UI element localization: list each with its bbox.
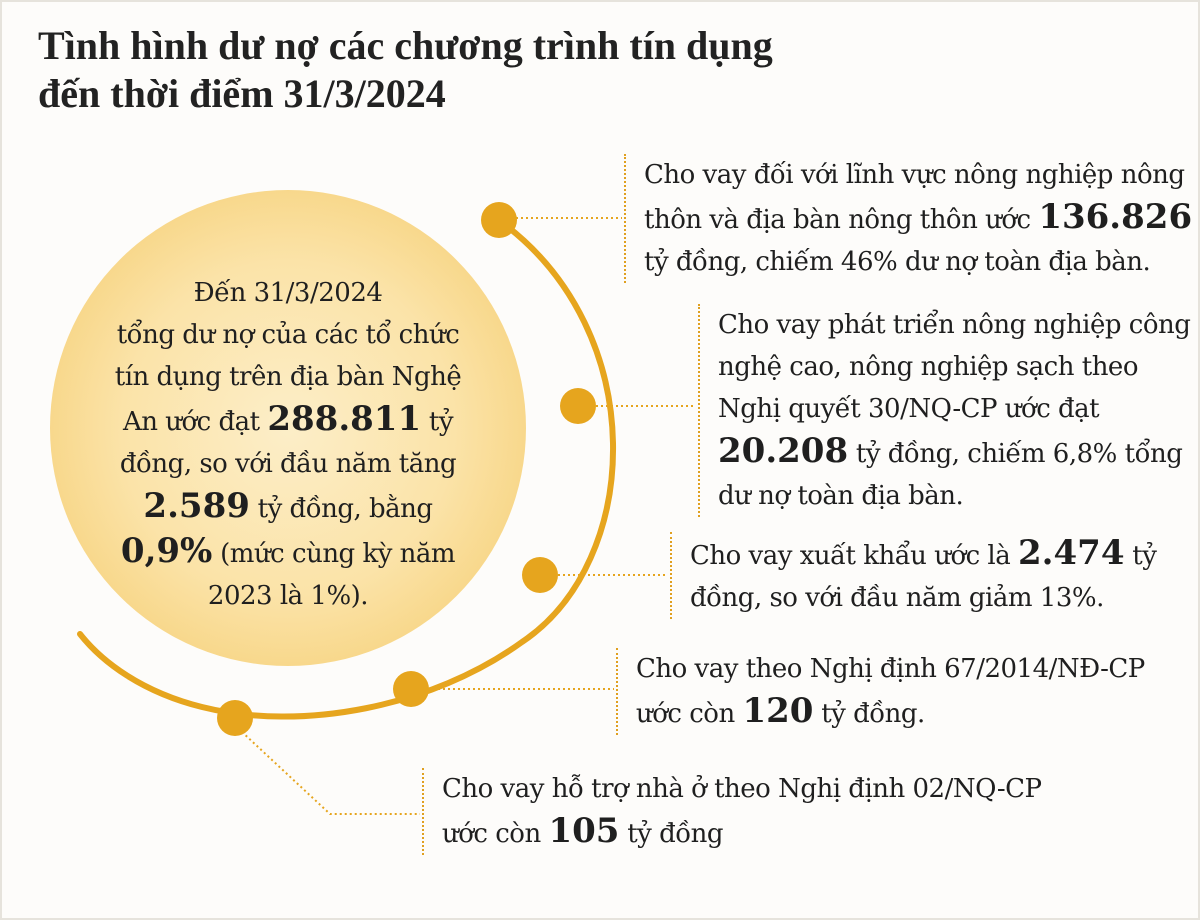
callout-3-line-2: đồng, so với đầu năm giảm 13%. xyxy=(690,583,1104,613)
callout-3-value: 2.474 xyxy=(1018,533,1125,573)
callout-export: Cho vay xuất khẩu ước là 2.474 tỷ đồng, … xyxy=(670,532,1200,619)
summary-line-2: tổng dư nợ của các tổ chức xyxy=(116,320,460,350)
summary-line-6: 2.589 tỷ đồng, bằng xyxy=(98,485,478,530)
summary-line-5: đồng, so với đầu năm tăng xyxy=(119,449,457,479)
summary-line-6-post: tỷ đồng, bằng xyxy=(249,494,433,524)
connector-line-5 xyxy=(241,731,420,815)
callout-housing-support: Cho vay hỗ trợ nhà ở theo Nghị định 02/N… xyxy=(422,768,1142,855)
summary-increase-value: 2.589 xyxy=(143,486,250,526)
timeline-arc xyxy=(77,218,616,720)
title-line-2: đến thời điểm 31/3/2024 xyxy=(38,71,446,116)
callout-1-line-1: Cho vay đối với lĩnh vực nông nghiệp nôn… xyxy=(644,160,1185,190)
callout-4-line-2: ước còn 120 tỷ đồng. xyxy=(636,690,1200,735)
timeline-dot-2 xyxy=(560,388,596,424)
callout-decree-67: Cho vay theo Nghị định 67/2014/NĐ-CP ước… xyxy=(616,648,1200,735)
summary-line-7-post: (mức cùng kỳ năm xyxy=(212,539,456,569)
callout-4-line-2-pre: ước còn xyxy=(636,699,743,729)
callout-3-line-1-post: tỷ xyxy=(1124,541,1157,571)
callout-5-line-1: Cho vay hỗ trợ nhà ở theo Nghị định 02/N… xyxy=(442,774,1042,804)
callout-3-line-1-pre: Cho vay xuất khẩu ước là xyxy=(690,541,1019,571)
timeline-dot-3 xyxy=(522,557,558,593)
callout-hightech-agriculture: Cho vay phát triển nông nghiệp công nghệ… xyxy=(698,304,1200,517)
callout-1-line-3: tỷ đồng, chiếm 46% dư nợ toàn địa bàn. xyxy=(644,247,1151,277)
callout-2-line-5: dư nợ toàn địa bàn. xyxy=(718,481,964,511)
summary-line-3: tín dụng trên địa bàn Nghệ xyxy=(114,362,462,392)
summary-percent-value: 0,9% xyxy=(120,531,213,571)
summary-line-4-pre: An ước đạt xyxy=(122,407,268,437)
timeline-dot-1 xyxy=(481,202,517,238)
callout-agriculture: Cho vay đối với lĩnh vực nông nghiệp nôn… xyxy=(624,154,1200,283)
summary-line-1: Đến 31/3/2024 xyxy=(193,278,383,308)
summary-text: Đến 31/3/2024 tổng dư nợ của các tổ chức… xyxy=(98,272,478,617)
summary-line-8: 2023 là 1%). xyxy=(207,581,369,611)
timeline-dot-5 xyxy=(217,700,253,736)
callout-5-line-2-pre: ước còn xyxy=(442,819,549,849)
callout-5-line-2: ước còn 105 tỷ đồng xyxy=(442,810,1142,855)
callout-5-line-2-post: tỷ đồng xyxy=(619,819,724,849)
callout-2-line-4-post: tỷ đồng, chiếm 6,8% tổng xyxy=(848,439,1183,469)
callout-5-value: 105 xyxy=(548,811,620,851)
title-line-1: Tình hình dư nợ các chương trình tín dụn… xyxy=(38,23,773,68)
callout-2-line-3: Nghị quyết 30/NQ-CP ước đạt xyxy=(718,394,1100,424)
timeline-dot-4 xyxy=(393,671,429,707)
callout-4-line-2-post: tỷ đồng. xyxy=(813,699,925,729)
callout-2-line-1: Cho vay phát triển nông nghiệp công xyxy=(718,310,1191,340)
callout-2-line-4: 20.208 tỷ đồng, chiếm 6,8% tổng xyxy=(718,430,1200,475)
callout-4-value: 120 xyxy=(742,691,814,731)
callout-3-line-1: Cho vay xuất khẩu ước là 2.474 tỷ xyxy=(690,532,1200,577)
callout-4-line-1: Cho vay theo Nghị định 67/2014/NĐ-CP xyxy=(636,654,1145,684)
callout-1-line-2: thôn và địa bàn nông thôn ước 136.826 xyxy=(644,196,1200,241)
summary-line-7: 0,9% (mức cùng kỳ năm xyxy=(98,530,478,575)
callout-2-value: 20.208 xyxy=(718,431,849,471)
summary-circle xyxy=(50,190,526,666)
summary-line-4-post: tỷ xyxy=(421,407,454,437)
summary-total-value: 288.811 xyxy=(267,399,422,439)
callout-1-value: 136.826 xyxy=(1038,197,1193,237)
page-title: Tình hình dư nợ các chương trình tín dụn… xyxy=(38,22,898,118)
summary-line-4: An ước đạt 288.811 tỷ xyxy=(98,398,478,443)
callout-2-line-2: nghệ cao, nông nghiệp sạch theo xyxy=(718,352,1138,382)
callout-1-line-2-pre: thôn và địa bàn nông thôn ước xyxy=(644,205,1039,235)
